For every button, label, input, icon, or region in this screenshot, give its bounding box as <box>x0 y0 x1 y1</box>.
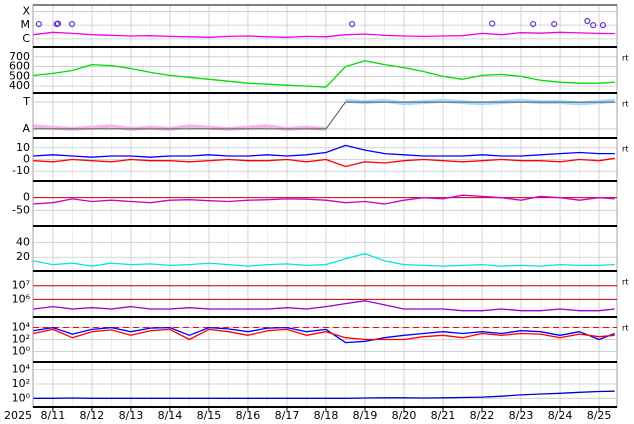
y-tick-label: C <box>22 32 30 45</box>
x-tick-label: 8/18 <box>314 409 339 422</box>
x-tick-label: 8/20 <box>392 409 417 422</box>
series-line <box>33 194 615 205</box>
y-tick-label: 10⁴ <box>12 321 31 334</box>
series-line <box>33 157 615 168</box>
series-line <box>33 328 615 341</box>
series-line <box>33 60 615 88</box>
series-line <box>33 390 615 399</box>
series-line <box>33 144 615 158</box>
series-line <box>33 300 615 312</box>
flare-marker <box>35 20 42 28</box>
x-tick-label: 8/17 <box>275 409 300 422</box>
x-tick-label: 8/22 <box>470 409 495 422</box>
y-tick-label: 20 <box>16 250 30 263</box>
x-tick-label: 8/12 <box>80 409 105 422</box>
x-tick-label: 8/19 <box>353 409 378 422</box>
side-label: rt <box>622 278 628 287</box>
x-tick-label: 8/23 <box>509 409 534 422</box>
series-line <box>33 326 615 344</box>
y-tick-label: M <box>21 18 31 31</box>
x-tick-label: 8/25 <box>587 409 612 422</box>
series-line <box>33 101 615 130</box>
side-label: rt <box>622 100 628 109</box>
flare-marker <box>590 22 597 29</box>
y-tick-label: 500 <box>9 69 30 82</box>
y-tick-label: 0 <box>23 153 30 166</box>
x-tick-label: 8/15 <box>197 409 222 422</box>
y-tick-label: 40 <box>16 235 30 248</box>
flare-marker <box>54 20 62 27</box>
y-tick-label: 10⁰ <box>12 344 31 357</box>
x-tick-label: 8/21 <box>431 409 456 422</box>
flare-marker <box>599 22 607 29</box>
flare-marker <box>489 20 496 27</box>
y-tick-label: 10² <box>12 333 30 346</box>
y-tick-label: T <box>22 95 30 108</box>
y-tick-label: -10 <box>12 164 30 177</box>
side-label: rt <box>622 324 628 333</box>
series-line <box>33 31 615 38</box>
plot: 8/11 8/12 8/13 8/14 8/15 8/16 8/17 8/18 8/19 8/20… <box>9 4 628 422</box>
x-tick-label: 8/14 <box>158 409 183 422</box>
flare-marker <box>551 20 558 28</box>
flare-marker <box>530 20 537 28</box>
y-tick-label: A <box>22 122 30 135</box>
flare-marker <box>349 20 356 28</box>
y-tick-label: 10⁴ <box>12 363 31 376</box>
y-tick-label: 10 <box>16 141 30 154</box>
side-label: rt <box>622 54 628 63</box>
y-tick-label: 600 <box>9 60 30 73</box>
x-tick-label: 8/13 <box>119 409 144 422</box>
series-line <box>33 252 615 267</box>
y-tick-label: 10⁰ <box>12 391 31 404</box>
y-tick-label: 0 <box>23 191 30 204</box>
series-line <box>33 124 327 131</box>
year-label: 2025 <box>4 409 32 422</box>
x-tick-label: 8/16 <box>236 409 261 422</box>
y-tick-label: 10² <box>12 377 30 390</box>
y-tick-label: 10⁶ <box>12 292 31 305</box>
flare-marker <box>584 17 591 25</box>
side-label: rt <box>622 145 628 154</box>
y-tick-label: 400 <box>9 79 30 92</box>
x-tick-label: 8/11 <box>41 409 66 422</box>
y-tick-label: X <box>22 4 30 17</box>
y-tick-label: 700 <box>9 50 30 63</box>
flare-marker <box>68 20 76 28</box>
x-tick-label: 8/24 <box>548 409 573 422</box>
y-tick-label: 10⁷ <box>12 279 30 292</box>
y-tick-label: -50 <box>12 203 30 216</box>
